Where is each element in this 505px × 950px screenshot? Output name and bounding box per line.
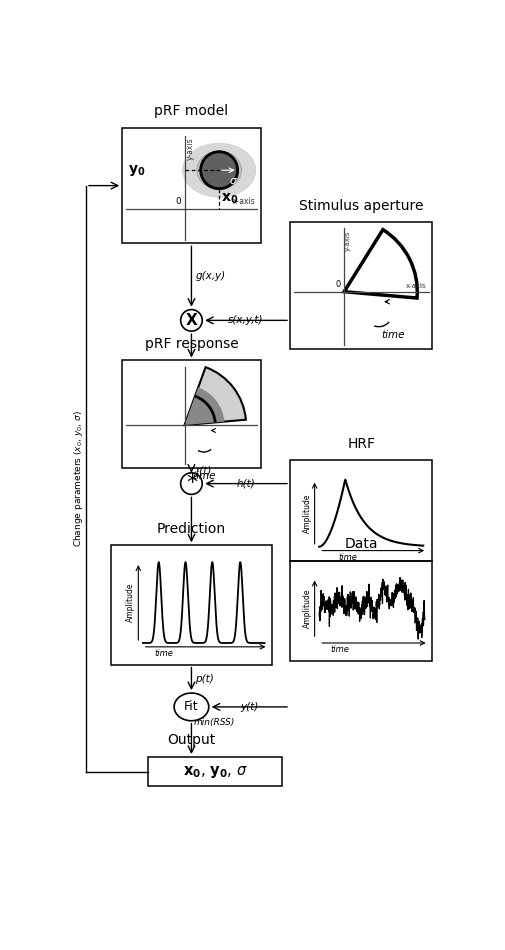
Wedge shape xyxy=(184,368,246,425)
Text: s(x,y,t): s(x,y,t) xyxy=(228,315,264,325)
Text: Amplitude: Amplitude xyxy=(302,493,312,533)
Text: Prediction: Prediction xyxy=(157,522,226,536)
Text: pRF model: pRF model xyxy=(155,104,228,118)
Text: time: time xyxy=(338,553,358,561)
Text: y-axis: y-axis xyxy=(345,230,351,251)
Text: h(t): h(t) xyxy=(237,478,256,488)
Bar xyxy=(290,221,432,349)
Bar xyxy=(147,757,282,787)
Text: X: X xyxy=(185,313,197,328)
Text: p(t): p(t) xyxy=(195,674,214,684)
Text: HRF: HRF xyxy=(347,437,375,451)
Text: x-axis: x-axis xyxy=(233,197,256,205)
Circle shape xyxy=(181,310,202,332)
Text: time: time xyxy=(192,471,216,482)
Text: x-axis: x-axis xyxy=(406,282,426,289)
Text: time: time xyxy=(381,331,405,340)
Text: *: * xyxy=(186,473,197,493)
Text: Change parameters ($x_0$, $y_0$, $\sigma$): Change parameters ($x_0$, $y_0$, $\sigma… xyxy=(72,410,85,547)
Bar xyxy=(111,545,272,665)
Bar xyxy=(290,461,432,560)
Text: 0: 0 xyxy=(176,198,181,206)
Text: time: time xyxy=(155,649,173,658)
Text: time: time xyxy=(331,645,349,655)
Text: y(t): y(t) xyxy=(240,701,259,712)
Text: $\mathbf{y_0}$: $\mathbf{y_0}$ xyxy=(128,162,146,178)
Text: Amplitude: Amplitude xyxy=(302,589,312,628)
Text: Fit: Fit xyxy=(184,700,199,713)
Text: Stimulus aperture: Stimulus aperture xyxy=(299,199,424,213)
Ellipse shape xyxy=(197,151,241,189)
Ellipse shape xyxy=(174,694,209,721)
Text: min(RSS): min(RSS) xyxy=(194,718,235,728)
Text: 0: 0 xyxy=(336,280,341,290)
Text: pRF response: pRF response xyxy=(144,337,238,352)
Text: $\mathbf{x_0}$: $\mathbf{x_0}$ xyxy=(221,191,238,205)
Ellipse shape xyxy=(183,143,256,198)
Circle shape xyxy=(181,473,202,494)
Text: g(x,y): g(x,y) xyxy=(195,272,225,281)
Text: Amplitude: Amplitude xyxy=(126,582,135,622)
Circle shape xyxy=(200,152,238,189)
Text: r(t): r(t) xyxy=(195,466,212,476)
Text: $\mathbf{x_0}$, $\mathbf{y_0}$, $\sigma$: $\mathbf{x_0}$, $\mathbf{y_0}$, $\sigma$ xyxy=(183,764,247,780)
Bar xyxy=(122,360,261,468)
Text: Data: Data xyxy=(344,538,378,551)
Bar xyxy=(122,128,261,243)
Bar xyxy=(290,560,432,660)
Text: y-axis: y-axis xyxy=(185,138,194,161)
Wedge shape xyxy=(184,388,224,425)
Text: Output: Output xyxy=(167,733,216,747)
Text: $\sigma$: $\sigma$ xyxy=(229,176,238,185)
